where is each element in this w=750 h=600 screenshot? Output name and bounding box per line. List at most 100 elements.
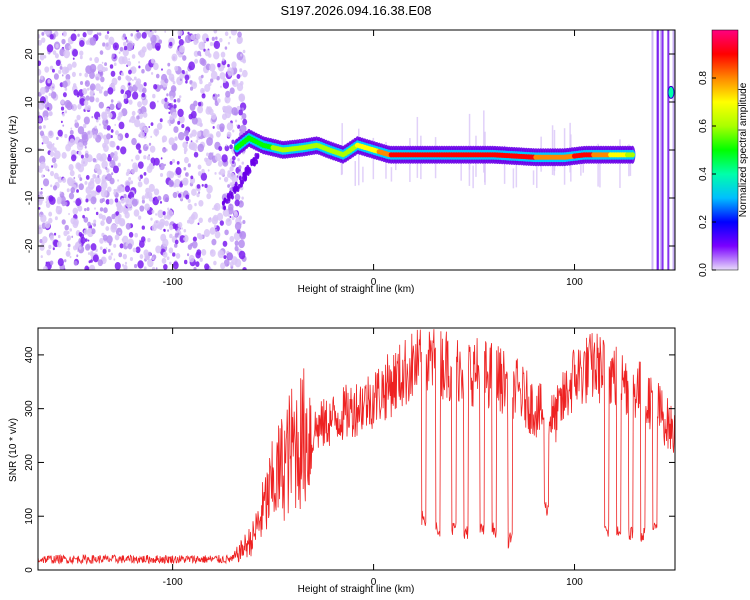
- noise-speckle: [120, 204, 122, 208]
- noise-speckle: [81, 131, 88, 141]
- noise-speckle: [64, 110, 68, 114]
- noise-speckle: [183, 40, 186, 44]
- noise-speckle: [239, 68, 243, 73]
- noise-speckle: [110, 70, 116, 77]
- noise-speckle: [183, 259, 188, 265]
- y-tick-label: 20: [24, 48, 35, 60]
- noise-speckle: [168, 171, 175, 179]
- noise-speckle: [198, 217, 203, 224]
- noise-speckle: [207, 53, 212, 58]
- noise-speckle: [48, 52, 51, 55]
- noise-speckle: [50, 184, 53, 188]
- faint-streak: [536, 166, 538, 188]
- snr-ticks: -100 0 100 0 100 200 300 400: [24, 328, 675, 588]
- noise-speckle: [213, 40, 221, 50]
- noise-speckle: [200, 123, 203, 127]
- noise-speckle: [84, 153, 89, 159]
- noise-speckle: [64, 201, 68, 206]
- noise-speckle: [51, 165, 54, 168]
- noise-speckle: [229, 215, 232, 219]
- noise-speckle: [106, 133, 111, 140]
- noise-speckle: [84, 208, 87, 212]
- noise-speckle: [65, 143, 72, 152]
- noise-speckle: [74, 121, 80, 129]
- noise-speckle: [130, 115, 136, 124]
- noise-speckle: [126, 76, 132, 82]
- noise-speckle: [231, 216, 235, 221]
- noise-speckle: [150, 135, 153, 138]
- noise-speckle: [60, 99, 65, 105]
- noise-speckle: [133, 76, 137, 81]
- noise-speckle: [174, 136, 178, 141]
- noise-speckle: [194, 58, 199, 64]
- noise-speckle: [182, 55, 187, 61]
- noise-speckle: [110, 129, 114, 133]
- noise-speckle: [70, 33, 77, 42]
- noise-speckle: [148, 142, 152, 146]
- noise-speckle: [100, 188, 108, 198]
- noise-speckle: [239, 230, 247, 240]
- noise-speckle: [131, 137, 137, 146]
- noise-speckle: [206, 193, 212, 200]
- noise-speckle: [201, 168, 205, 174]
- noise-speckle: [143, 126, 149, 134]
- colorbar-label: Normalized spectral amplitude: [738, 82, 749, 217]
- noise-speckle: [222, 105, 227, 112]
- noise-speckle: [75, 198, 82, 207]
- noise-speckle: [55, 59, 61, 67]
- noise-speckle: [144, 192, 150, 199]
- noise-speckle: [57, 129, 63, 137]
- noise-speckle: [166, 93, 169, 97]
- noise-speckle: [97, 63, 104, 72]
- noise-speckle: [188, 61, 196, 71]
- noise-speckle: [194, 202, 197, 207]
- x-tick-label: 0: [371, 577, 377, 588]
- noise-speckle: [139, 131, 145, 139]
- noise-speckle: [62, 92, 67, 98]
- noise-speckle: [172, 223, 177, 230]
- noise-speckle: [122, 33, 126, 38]
- noise-speckle: [190, 110, 197, 119]
- noise-speckle: [84, 265, 90, 270]
- noise-speckle: [234, 258, 242, 268]
- noise-speckle: [169, 224, 174, 231]
- noise-speckle: [181, 227, 183, 230]
- noise-speckle: [209, 42, 214, 47]
- noise-speckle: [40, 214, 47, 223]
- noise-speckle: [231, 124, 233, 127]
- noise-speckle: [92, 254, 99, 263]
- noise-speckle: [231, 139, 235, 144]
- noise-speckle: [58, 69, 62, 74]
- noise-speckle: [107, 155, 112, 162]
- noise-speckle: [167, 105, 170, 108]
- diagonal-leak: [223, 205, 227, 211]
- noise-speckle: [46, 44, 54, 53]
- noise-speckle: [120, 89, 125, 95]
- noise-speckle: [84, 145, 87, 149]
- x-tick-label: -100: [163, 277, 183, 288]
- noise-speckle: [62, 124, 65, 127]
- noise-speckle: [83, 100, 89, 107]
- noise-speckle: [82, 88, 88, 95]
- noise-speckle: [139, 205, 145, 212]
- noise-speckle: [46, 249, 52, 256]
- noise-speckle: [218, 177, 222, 180]
- noise-speckle: [163, 263, 168, 270]
- noise-speckle: [185, 135, 190, 142]
- faint-streak: [390, 167, 393, 182]
- noise-speckle: [168, 137, 175, 146]
- snr-xlabel: Height of straight line (km): [298, 584, 415, 595]
- diagonal-leak: [234, 181, 238, 187]
- noise-speckle: [150, 58, 155, 64]
- noise-speckle: [96, 32, 99, 36]
- noise-speckle: [177, 120, 181, 125]
- noise-speckle: [174, 233, 179, 238]
- noise-speckle: [129, 256, 134, 262]
- noise-speckle: [53, 232, 57, 236]
- noise-speckle: [108, 112, 113, 119]
- noise-speckle: [82, 140, 88, 147]
- noise-speckle: [236, 124, 238, 127]
- noise-speckle: [68, 212, 70, 216]
- noise-speckle: [141, 68, 145, 74]
